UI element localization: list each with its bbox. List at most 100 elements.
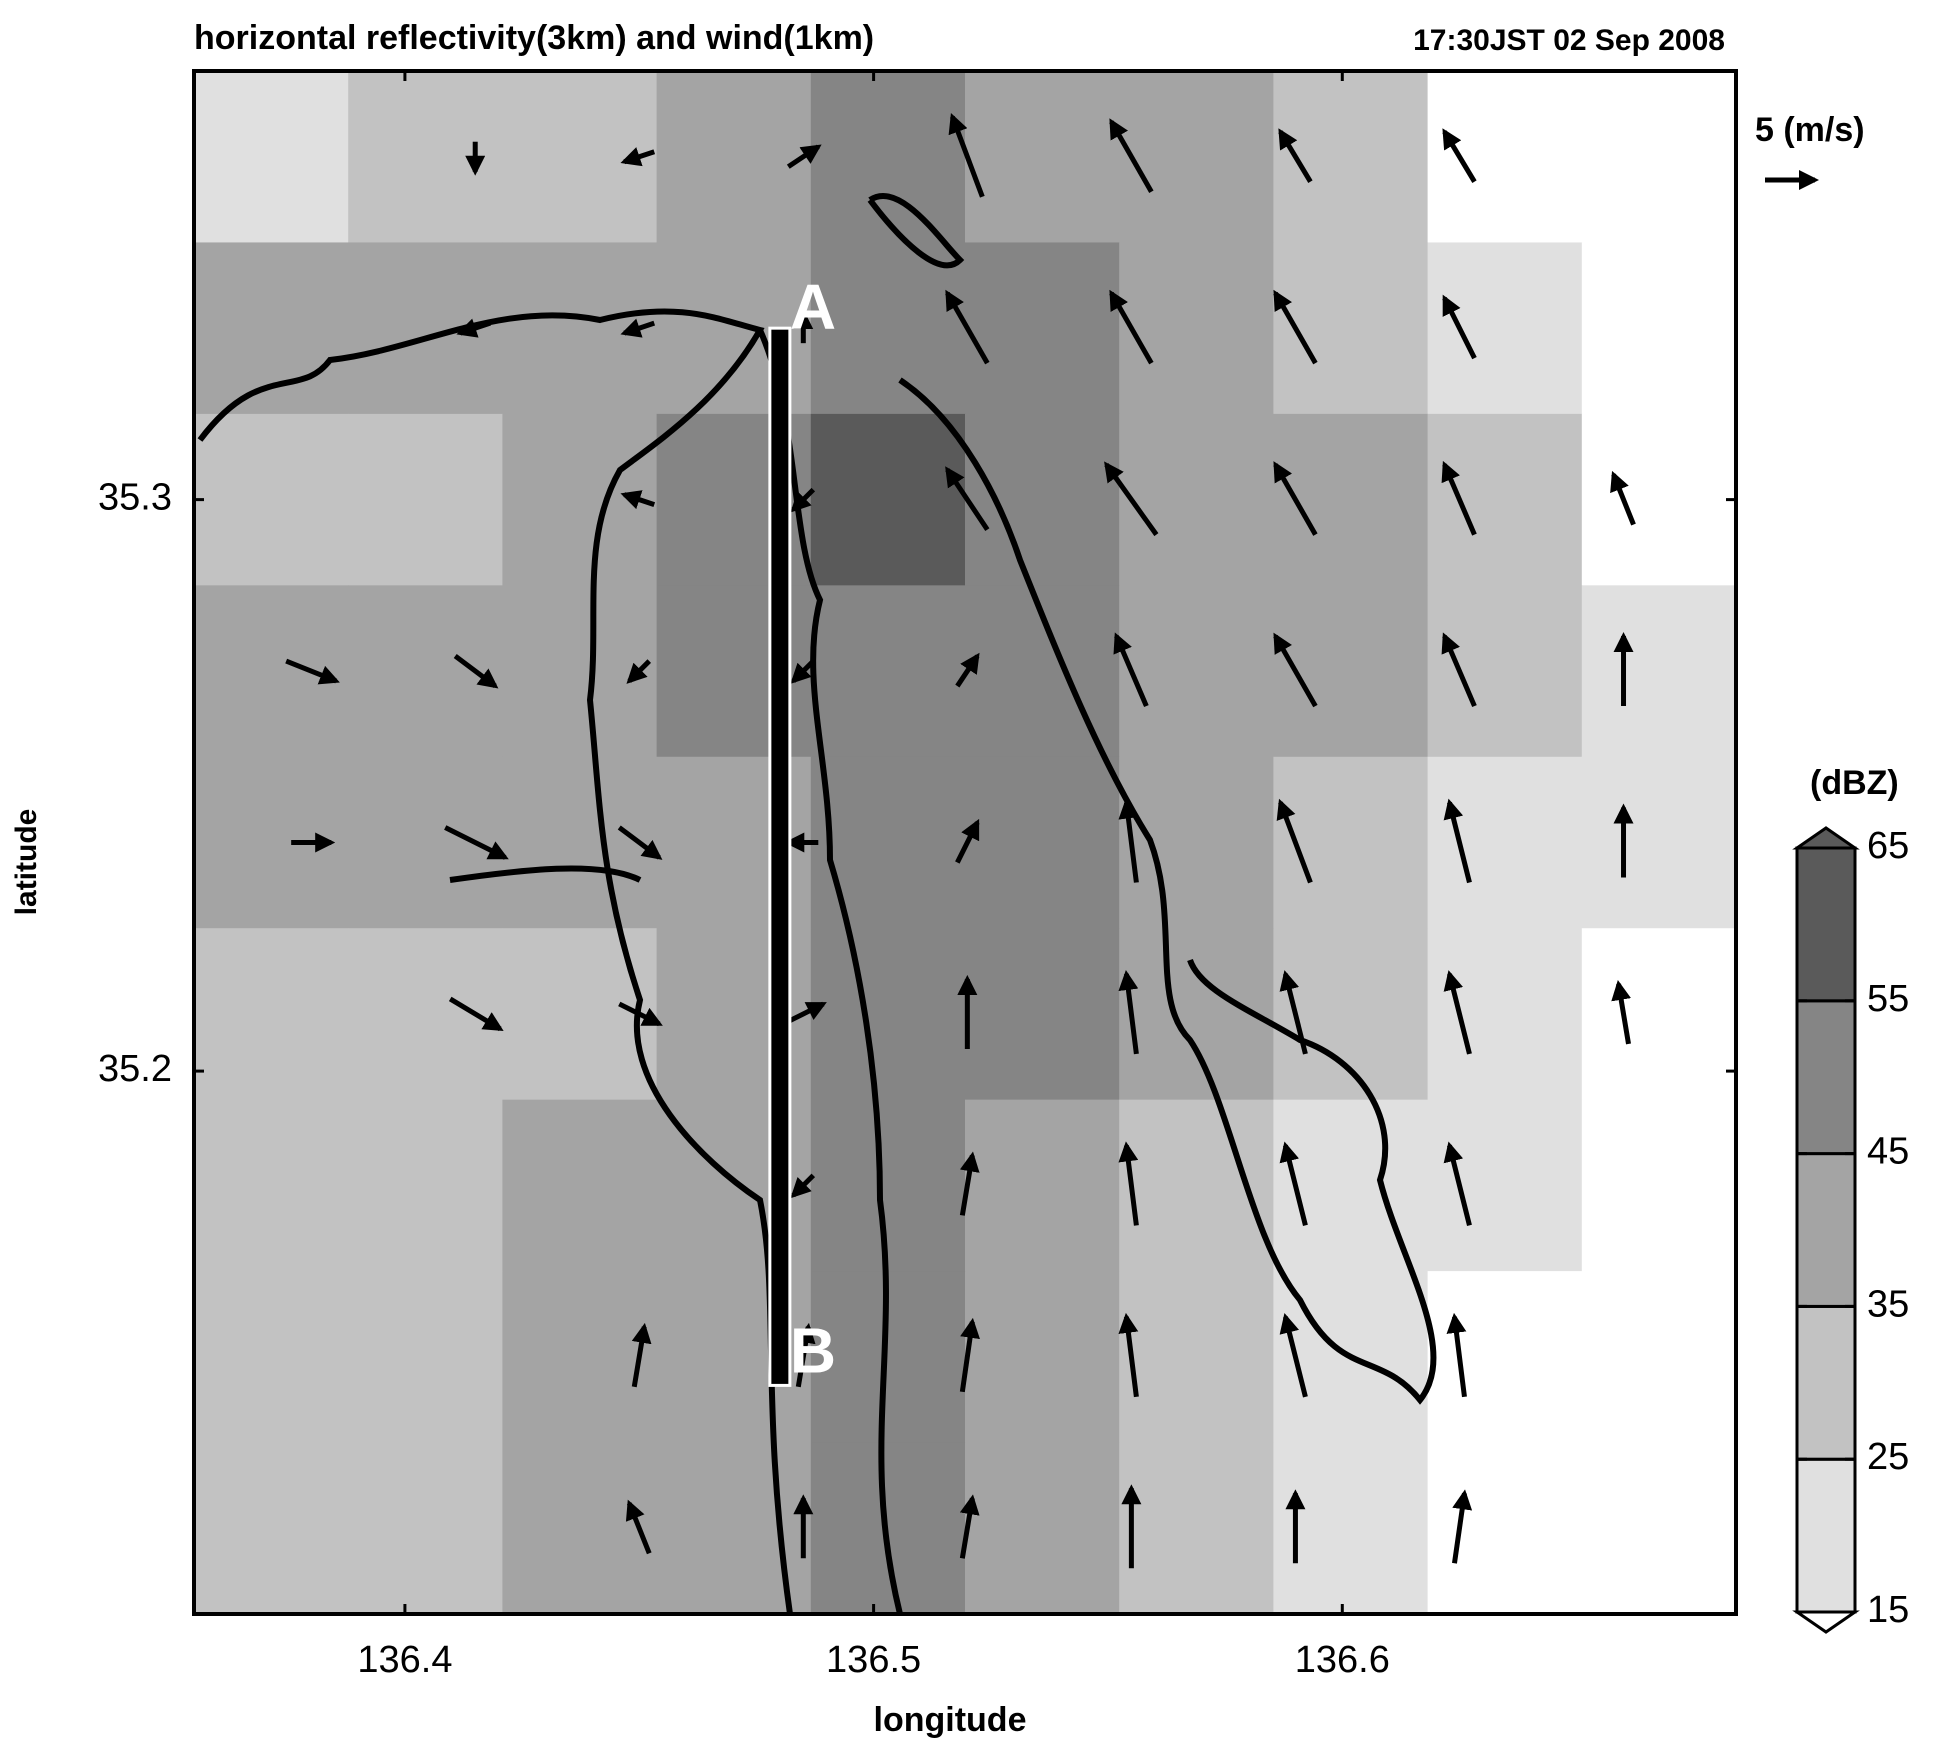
- colorbar-tick-label: 55: [1867, 978, 1909, 1020]
- wind-arrow: [1611, 979, 1632, 1045]
- wind-arrow: [959, 1151, 980, 1216]
- reflectivity-cell: [1119, 1099, 1274, 1272]
- reflectivity-cell: [1427, 1271, 1583, 1444]
- wind-arrow: [790, 659, 816, 684]
- reflectivity-cell: [1581, 585, 1736, 758]
- reflectivity-cell: [965, 1099, 1120, 1272]
- colorbar-tick-label: 25: [1867, 1436, 1909, 1478]
- reflectivity-cell: [1119, 1442, 1274, 1614]
- wind-arrow: [1443, 1141, 1472, 1226]
- x-tick-label: 136.4: [357, 1639, 452, 1681]
- reflectivity-cell: [965, 71, 1120, 243]
- wind-arrow: [1118, 798, 1139, 883]
- wind-arrow: [1273, 289, 1318, 365]
- wind-arrow: [456, 318, 492, 338]
- wind-arrow: [448, 996, 504, 1032]
- wind-arrow: [1118, 1141, 1139, 1226]
- wind-arrow: [1441, 632, 1477, 708]
- reflectivity-cell: [810, 1442, 966, 1614]
- wind-arrow: [1443, 970, 1472, 1055]
- wind-arrow: [626, 659, 652, 684]
- coastlines: [197, 193, 1437, 1614]
- colorbar-segment: [1795, 1457, 1857, 1614]
- wind-arrow: [620, 318, 656, 338]
- reflectivity-cell: [810, 1099, 966, 1272]
- wind-arrow: [1276, 798, 1313, 884]
- reflectivity-cell: [1427, 71, 1583, 243]
- transect-label: B: [790, 1314, 836, 1386]
- wind-arrow: [617, 825, 663, 860]
- reflectivity-cell: [810, 756, 966, 929]
- reflectivity-cell: [502, 1271, 658, 1444]
- reflectivity-cell: [965, 756, 1120, 929]
- wind-arrow: [790, 487, 816, 513]
- wind-arrow: [790, 1173, 816, 1199]
- reflectivity-cell: [194, 71, 349, 243]
- wind-arrow: [1279, 970, 1308, 1055]
- reflectivity-cell: [810, 585, 966, 758]
- wind-arrow: [1109, 289, 1154, 365]
- wind-arrow: [1273, 461, 1318, 536]
- wind-vectors: [285, 112, 1636, 1569]
- reflectivity-cell: [502, 1442, 658, 1614]
- wind-arrow: [1279, 1312, 1308, 1398]
- colorbar-tick-label: 65: [1867, 825, 1909, 867]
- reflectivity-cell: [1427, 756, 1583, 929]
- wind-arrow: [1610, 470, 1636, 526]
- reflectivity-cell: [656, 71, 812, 243]
- wind-arrow: [959, 1494, 980, 1559]
- wind-arrow: [945, 289, 990, 365]
- reflectivity-cell: [502, 1099, 658, 1272]
- reflectivity-cell: [810, 242, 966, 415]
- reflectivity-cell: [1119, 928, 1274, 1101]
- reflectivity-cell: [348, 1271, 503, 1444]
- reflectivity-cell: [1119, 242, 1274, 415]
- colorbar-segment: [1795, 1304, 1857, 1461]
- transect-label: A: [790, 271, 836, 343]
- reflectivity-cell: [502, 928, 658, 1101]
- reflectivity-cell: [1427, 242, 1583, 415]
- wind-arrow: [786, 144, 822, 169]
- reflectivity-cell: [348, 413, 503, 586]
- x-tick-label: 136.6: [1295, 1639, 1390, 1681]
- wind-arrow: [1109, 118, 1154, 193]
- reflectivity-cell: [348, 1442, 503, 1614]
- wind-arrow: [620, 147, 656, 167]
- wind-arrow: [625, 1499, 652, 1555]
- wind-arrow: [955, 818, 980, 864]
- reflectivity-cell: [965, 413, 1120, 586]
- reflectivity-cell: [965, 242, 1120, 415]
- reflectivity-cell: [194, 585, 349, 758]
- colorbar-extend: [1792, 1610, 1860, 1634]
- reflectivity-cell: [1119, 71, 1274, 243]
- reflectivity-cell: [1273, 1442, 1429, 1614]
- y-tick-label: 35.2: [98, 1048, 172, 1090]
- reflectivity-cell: [194, 1099, 349, 1272]
- colorbar-tick-label: 35: [1867, 1283, 1909, 1325]
- wind-arrow: [1279, 1141, 1308, 1226]
- reflectivity-cell: [194, 1271, 349, 1444]
- reflectivity-cell: [502, 585, 658, 758]
- reflectivity-cell: [1581, 1099, 1736, 1272]
- wind-arrow: [1118, 969, 1139, 1055]
- wind-arrow: [1446, 1312, 1467, 1398]
- wind-arrow: [453, 654, 499, 689]
- chart-subtitle: 17:30JST 02 Sep 2008: [1413, 24, 1725, 57]
- plot-frame: [192, 69, 1738, 1616]
- wind-arrow: [1273, 632, 1318, 708]
- reflectivity-cell: [1273, 71, 1429, 243]
- reflectivity-cell: [810, 413, 966, 586]
- wind-arrow: [444, 825, 509, 860]
- y-axis-label: latitude: [10, 809, 43, 916]
- y-tick-label: 35.3: [98, 477, 172, 519]
- colorbar-label: (dBZ): [1810, 764, 1899, 802]
- reflectivity-field: [194, 71, 1736, 1614]
- reflectivity-cell: [1581, 71, 1736, 243]
- colorbar-tick-label: 15: [1867, 1589, 1909, 1631]
- reflectivity-cell: [1581, 242, 1736, 415]
- wind-arrow: [618, 1001, 663, 1027]
- reflectivity-cell: [1273, 756, 1429, 929]
- reflectivity-cell: [194, 413, 349, 586]
- reflectivity-cell: [1427, 928, 1583, 1101]
